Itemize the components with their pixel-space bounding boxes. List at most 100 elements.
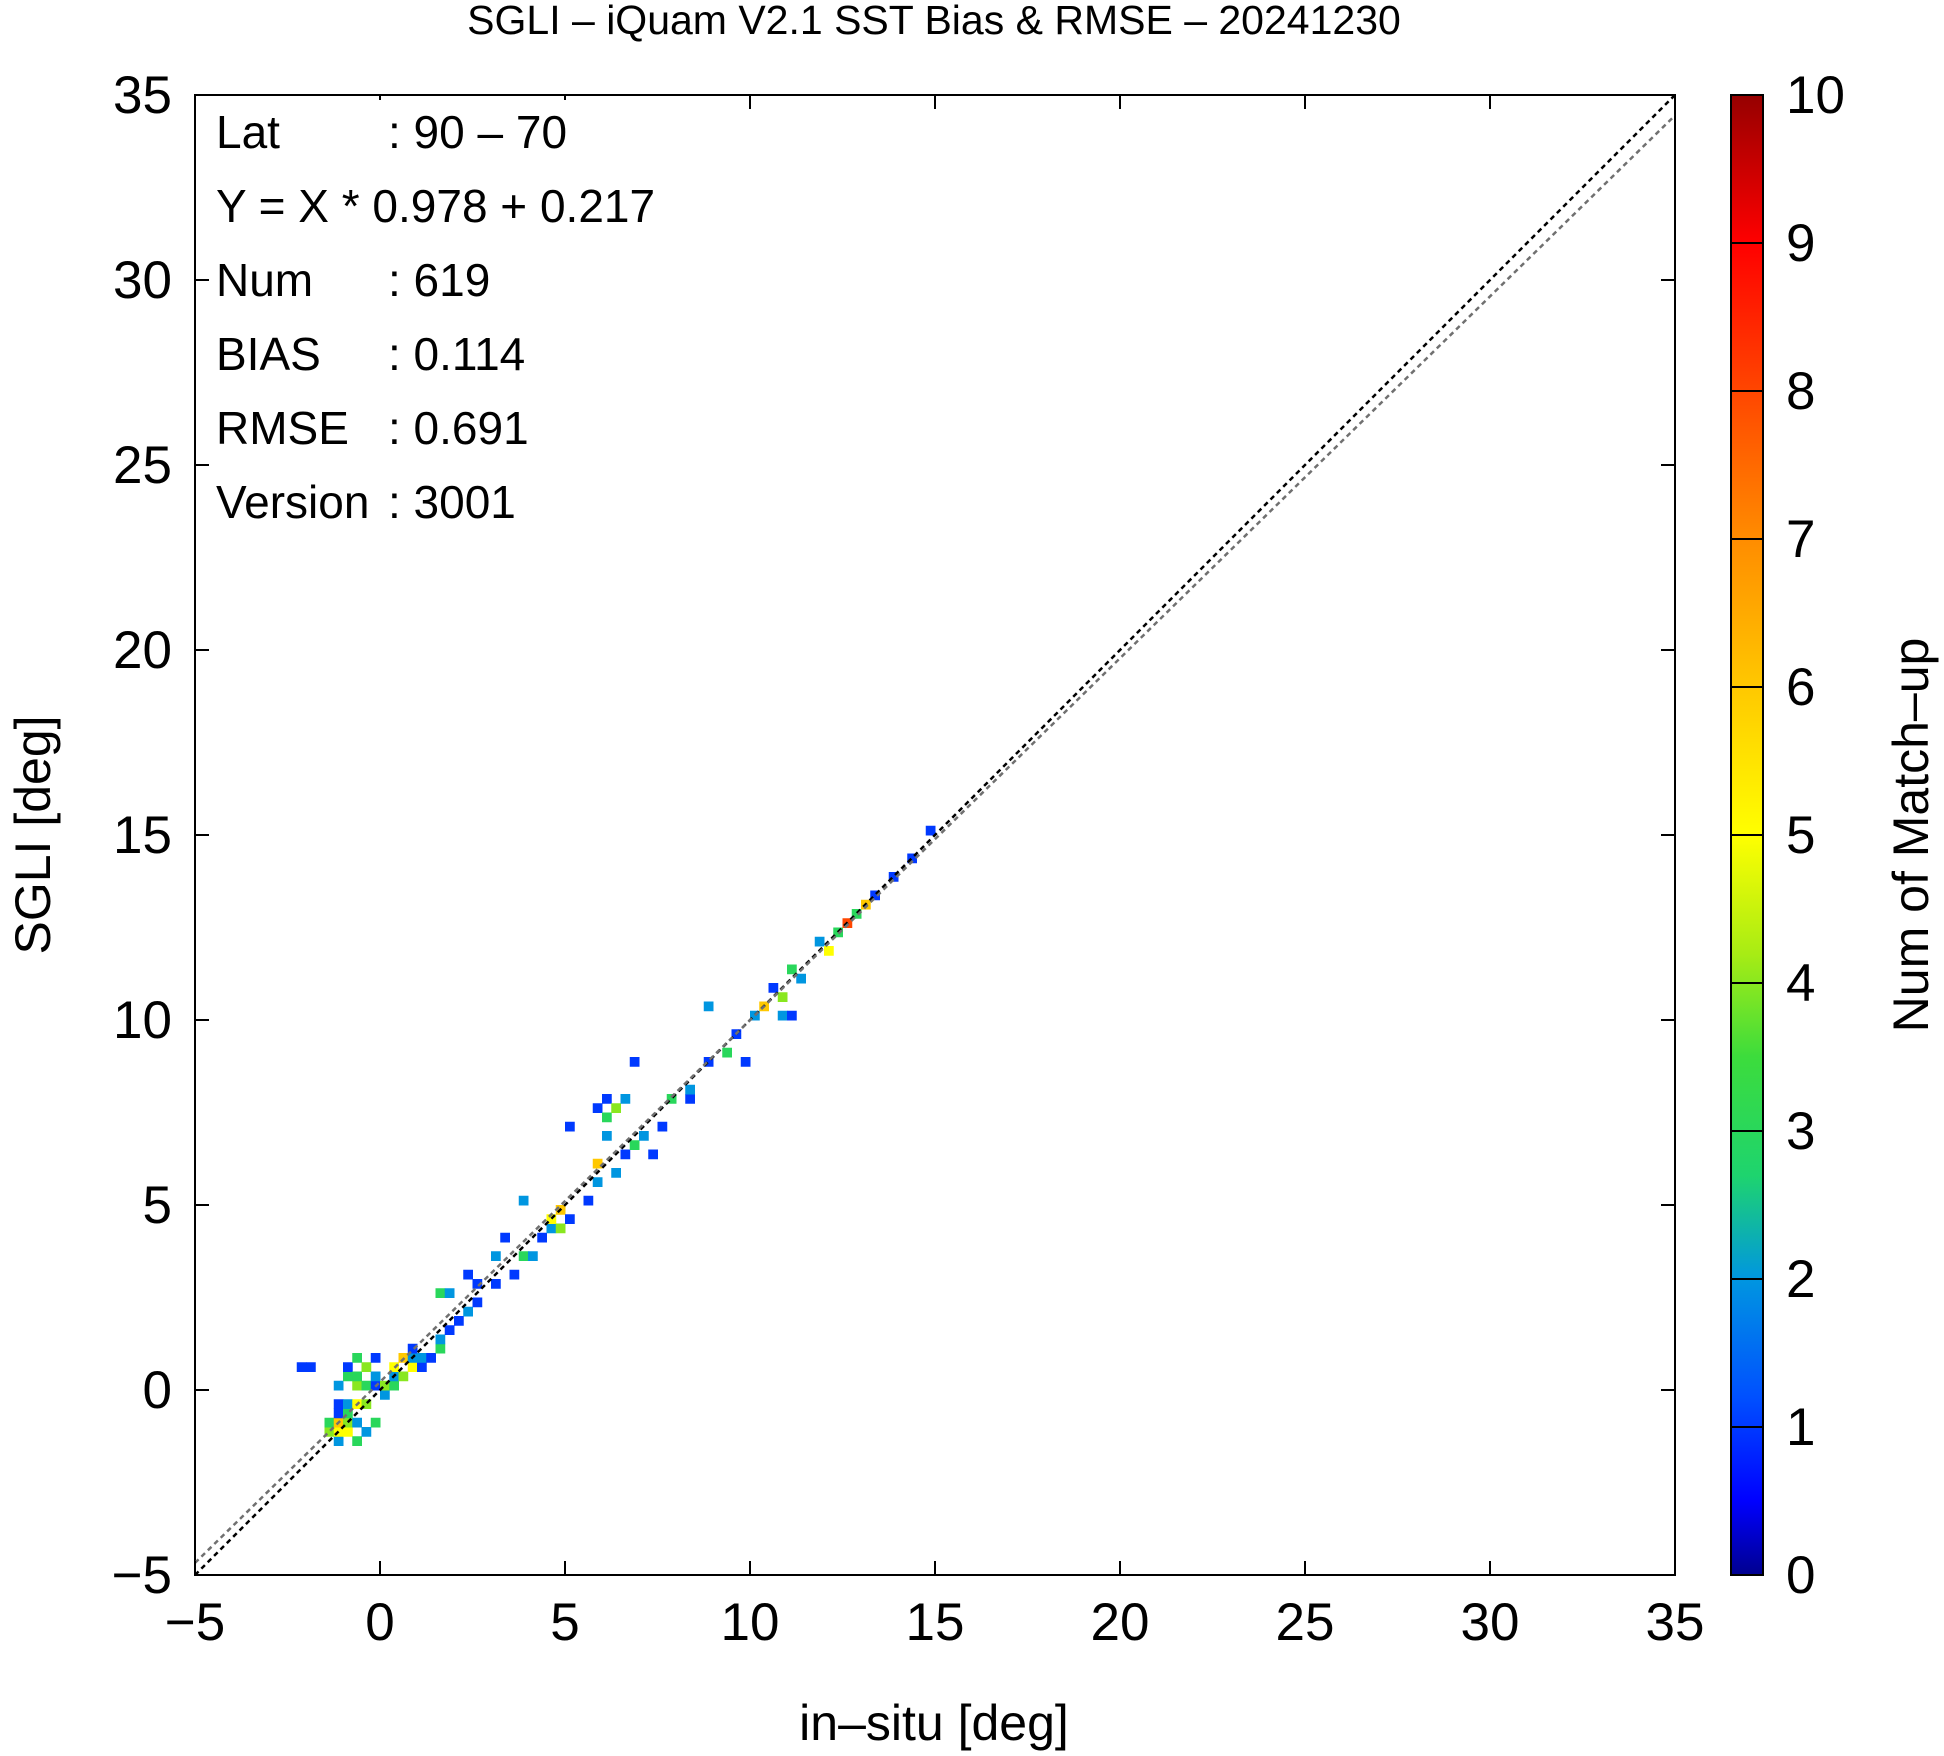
heatmap-cell (611, 1168, 621, 1178)
heatmap-cell (592, 1177, 603, 1187)
heatmap-cell (352, 1417, 362, 1428)
x-axis-label: in–situ [deg] (799, 1695, 1069, 1751)
y-tick-label: 35 (113, 66, 172, 125)
heatmap-cell (361, 1380, 372, 1391)
x-axis-ticks: −5 0 5 10 15 20 25 30 35 (165, 95, 1705, 1652)
heatmap-cell (352, 1353, 362, 1363)
heatmap-cell (444, 1288, 455, 1298)
y-tick-label: 30 (113, 251, 172, 310)
y-tick-label: 25 (113, 436, 172, 495)
heatmap-cell (907, 853, 917, 864)
y-tick-label: −5 (112, 1546, 172, 1605)
x-tick-label: 0 (365, 1593, 394, 1652)
heatmap-cell (463, 1306, 473, 1317)
heatmap-cell (407, 1343, 418, 1354)
heatmap-cell (333, 1408, 344, 1419)
heatmap-cell (343, 1417, 353, 1428)
heatmap-cell (343, 1427, 353, 1437)
heatmap-cell (454, 1316, 464, 1326)
x-tick-label: 20 (1091, 1593, 1150, 1652)
heatmap-cell (555, 1223, 566, 1234)
heatmap-cell (333, 1399, 344, 1409)
colorbar-ticks: 0 1 2 3 4 5 6 7 8 9 10 (1731, 66, 1845, 1605)
heatmap-cell (472, 1297, 483, 1308)
heatmap-cell (565, 1121, 575, 1132)
colorbar-tick-label: 5 (1786, 806, 1815, 865)
heatmap-cell (814, 936, 825, 947)
heatmap-cell (435, 1343, 446, 1354)
colorbar-tick-label: 8 (1786, 362, 1815, 421)
heatmap-cell (777, 992, 788, 1002)
heatmap-cell (500, 1232, 510, 1243)
heatmap-cell (417, 1353, 427, 1363)
x-tick-label: 15 (906, 1593, 965, 1652)
heatmap-cell (352, 1380, 362, 1391)
colorbar-tick-label: 3 (1786, 1102, 1815, 1161)
colorbar-tick-label: 6 (1786, 658, 1815, 717)
heatmap-cell (343, 1371, 353, 1382)
y-tick-label: 5 (143, 1176, 172, 1235)
heatmap-cell (306, 1362, 316, 1372)
x-tick-label: 10 (721, 1593, 780, 1652)
stats-label: Version (216, 476, 369, 528)
heatmap-cell (361, 1427, 372, 1437)
heatmap-cell (777, 1010, 788, 1021)
heatmap-cell (666, 1094, 677, 1104)
heatmap-cell (380, 1380, 390, 1391)
y-tick-label: 20 (113, 621, 172, 680)
heatmap-cell (435, 1288, 446, 1298)
stats-value: : 0.691 (388, 402, 529, 454)
heatmap-cell (602, 1094, 612, 1104)
reference-lines (195, 95, 1675, 1575)
heatmap-cell (343, 1362, 353, 1372)
stats-label: BIAS (216, 328, 321, 380)
colorbar-tick-label: 10 (1786, 66, 1845, 125)
heatmap-cell (620, 1149, 631, 1160)
heatmap-cell (343, 1408, 353, 1419)
chart-title: SGLI – iQuam V2.1 SST Bias & RMSE – 2024… (467, 0, 1401, 43)
heatmap-cell (333, 1436, 344, 1446)
heatmap-cell (389, 1380, 399, 1391)
colorbar-tick-label: 7 (1786, 510, 1815, 569)
stats-value: : 3001 (388, 476, 516, 528)
heatmap-cell (343, 1399, 353, 1409)
x-tick-label: 25 (1276, 1593, 1335, 1652)
identity-line (195, 95, 1675, 1575)
heatmap-cell (491, 1251, 501, 1261)
y-axis-ticks: −5 0 5 10 15 20 25 30 35 (112, 66, 1675, 1605)
heatmap-cell (648, 1149, 658, 1160)
heatmap-cell (703, 1057, 714, 1067)
heatmap-cell (602, 1112, 612, 1123)
heatmap-cell (657, 1121, 668, 1132)
heatmap-cell (602, 1131, 612, 1141)
x-tick-label: 35 (1646, 1593, 1705, 1652)
heatmap-cell (463, 1269, 473, 1280)
heatmap-cell (370, 1417, 381, 1428)
heatmap-cell (398, 1371, 409, 1382)
x-tick-label: −5 (165, 1593, 225, 1652)
heatmap-cell (796, 973, 806, 984)
heatmap-cell (592, 1103, 603, 1113)
stats-value: : 619 (388, 254, 490, 306)
fit-line (195, 114, 1675, 1564)
heatmap-cell (380, 1390, 390, 1400)
heatmap-cell (352, 1436, 362, 1446)
heatmap-cell (870, 890, 880, 901)
heatmap-cell (629, 1057, 640, 1067)
heatmap-cell (361, 1399, 372, 1409)
stats-panel: Lat: 90 – 70 Y = X * 0.978 + 0.217 Num: 61… (212, 100, 702, 528)
heatmap-cell (370, 1371, 381, 1382)
heatmap-cell (703, 1001, 714, 1012)
heatmap-cell (333, 1380, 344, 1391)
heatmap-cell (444, 1325, 455, 1335)
stats-label: Lat (216, 106, 280, 158)
y-axis-label: SGLI [deg] (5, 715, 61, 954)
stats-label: RMSE (216, 402, 349, 454)
heatmap-cell (787, 964, 797, 975)
heatmap-cell (518, 1251, 529, 1261)
heatmap-cell (768, 983, 779, 993)
heatmap-cell (824, 946, 834, 956)
heatmap-cell (888, 872, 899, 882)
heatmap-cell (750, 1010, 760, 1021)
